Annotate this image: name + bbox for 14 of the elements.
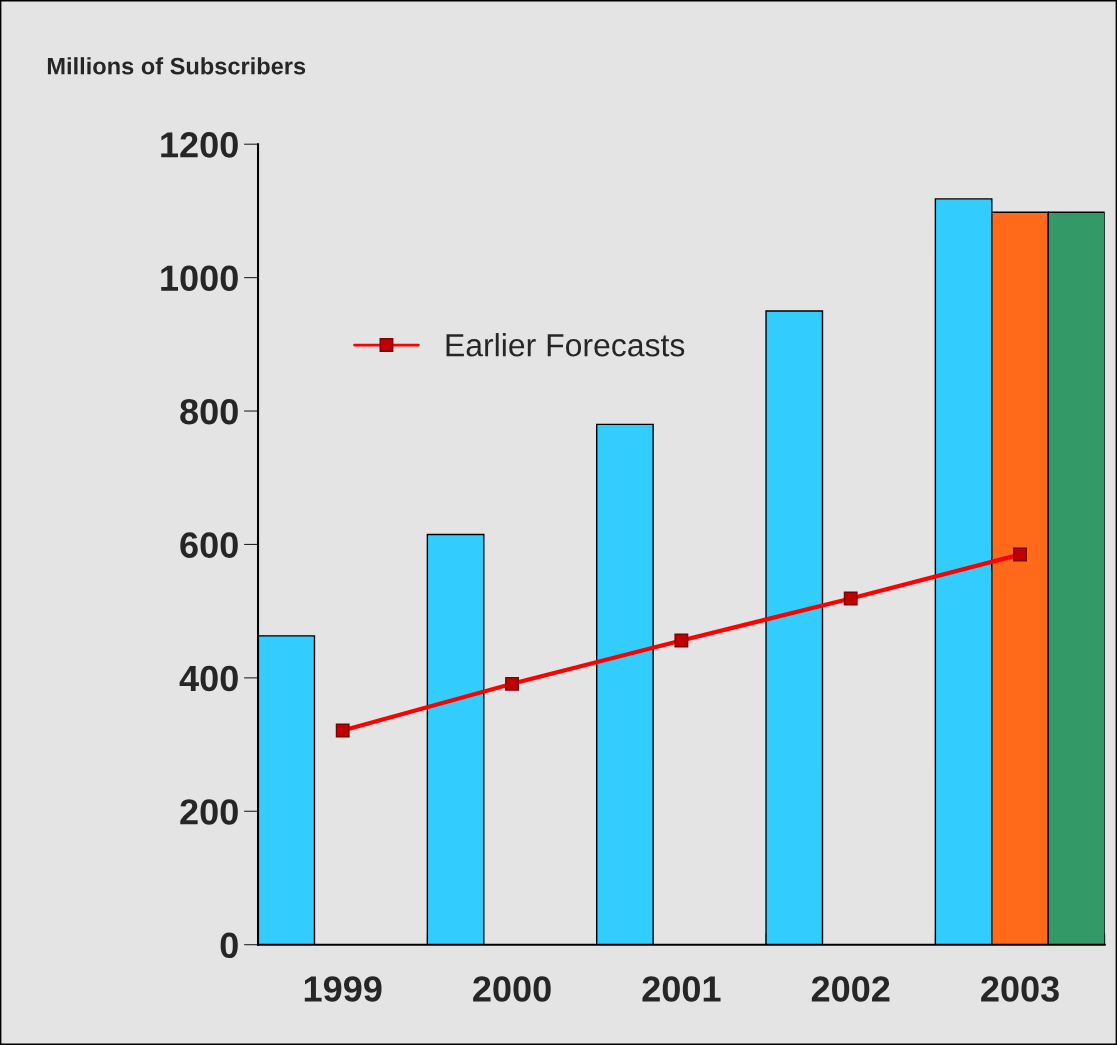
legend-label: Earlier Forecasts [446,333,685,357]
x-tick-label: 2000 [473,976,551,1002]
y-tick-label: 400 [179,665,238,692]
y-tick-label: 1200 [161,132,238,158]
y-axis-title: Millions of Subscribers [47,57,306,75]
y-tick-label: 800 [180,398,238,425]
x-tick-label: 2003 [981,976,1059,1002]
x-tick-label: 2002 [811,976,890,1002]
x-tick-label: 1999 [304,976,382,1002]
y-tick-label: 200 [180,799,238,825]
y-tick-label: 600 [180,532,238,558]
y-tick-label: 0 [220,932,238,959]
y-tick-label: 1000 [161,265,238,292]
x-tick-label: 2001 [642,976,721,1002]
